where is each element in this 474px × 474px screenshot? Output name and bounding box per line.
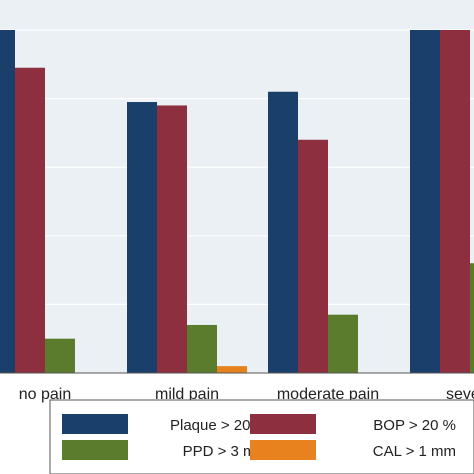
legend-box	[49, 399, 474, 474]
bar	[328, 314, 358, 373]
bar	[45, 338, 75, 373]
legend-label: PPD > 3 mm	[183, 443, 268, 460]
x-tick-labels: no pain mild pain moderate pain severe	[19, 386, 474, 403]
bar	[15, 67, 45, 373]
legend-swatch	[62, 414, 128, 434]
legend-swatch	[250, 440, 316, 460]
x-tick-label: no pain	[19, 386, 72, 403]
bar	[470, 263, 474, 373]
bars	[0, 30, 474, 374]
bar	[127, 102, 157, 373]
bar	[0, 30, 15, 373]
bar	[440, 30, 470, 373]
legend-label: BOP > 20 %	[373, 417, 456, 434]
x-tick-label: moderate pain	[277, 386, 379, 403]
legend-swatch	[62, 440, 128, 460]
x-tick-label: severe	[446, 386, 474, 403]
bar	[410, 30, 440, 373]
bar	[298, 139, 328, 373]
bar	[217, 366, 247, 373]
legend-label: Plaque > 20 %	[170, 417, 268, 434]
plot-area	[0, 0, 474, 373]
x-tick-label: mild pain	[155, 386, 219, 403]
grid-lines	[0, 29, 474, 305]
legend: Plaque > 20 % BOP > 20 % PPD > 3 mm CAL > 1…	[49, 399, 474, 474]
legend-swatch	[250, 414, 316, 434]
bar	[268, 91, 298, 374]
legend-label: CAL > 1 mm	[373, 443, 456, 460]
bar	[157, 105, 187, 374]
bar	[187, 324, 217, 373]
